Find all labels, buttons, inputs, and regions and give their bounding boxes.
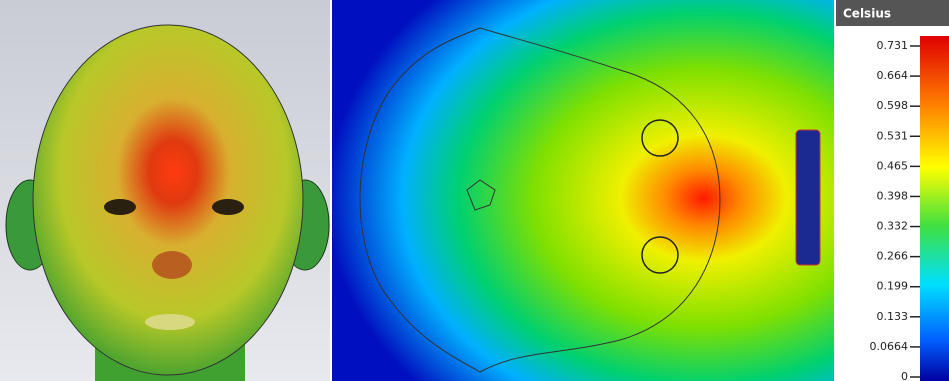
tick-label: 0.598: [877, 99, 909, 112]
tick-label: 0.0664: [870, 340, 909, 353]
tick-label: 0.664: [877, 69, 909, 82]
tick-label: 0.731: [877, 39, 909, 52]
tick-label: 0.531: [877, 129, 909, 142]
tick-label: 0.398: [877, 189, 909, 202]
tick-label: 0.266: [877, 250, 909, 263]
color-legend: Celsius 0.731 0.664 0.598 0.531 0.465 0.398 0.…: [836, 0, 949, 381]
tick-label: 0.199: [877, 280, 909, 293]
head-model-panel: [0, 0, 330, 381]
tick-label: 0: [901, 370, 908, 381]
tick-label: 0.465: [877, 159, 909, 172]
legend-title: Celsius: [843, 7, 891, 21]
temperature-field-panel: [332, 0, 834, 381]
tick-label: 0.332: [877, 220, 909, 233]
color-bar: [920, 36, 949, 381]
tick-label: 0.133: [877, 310, 909, 323]
